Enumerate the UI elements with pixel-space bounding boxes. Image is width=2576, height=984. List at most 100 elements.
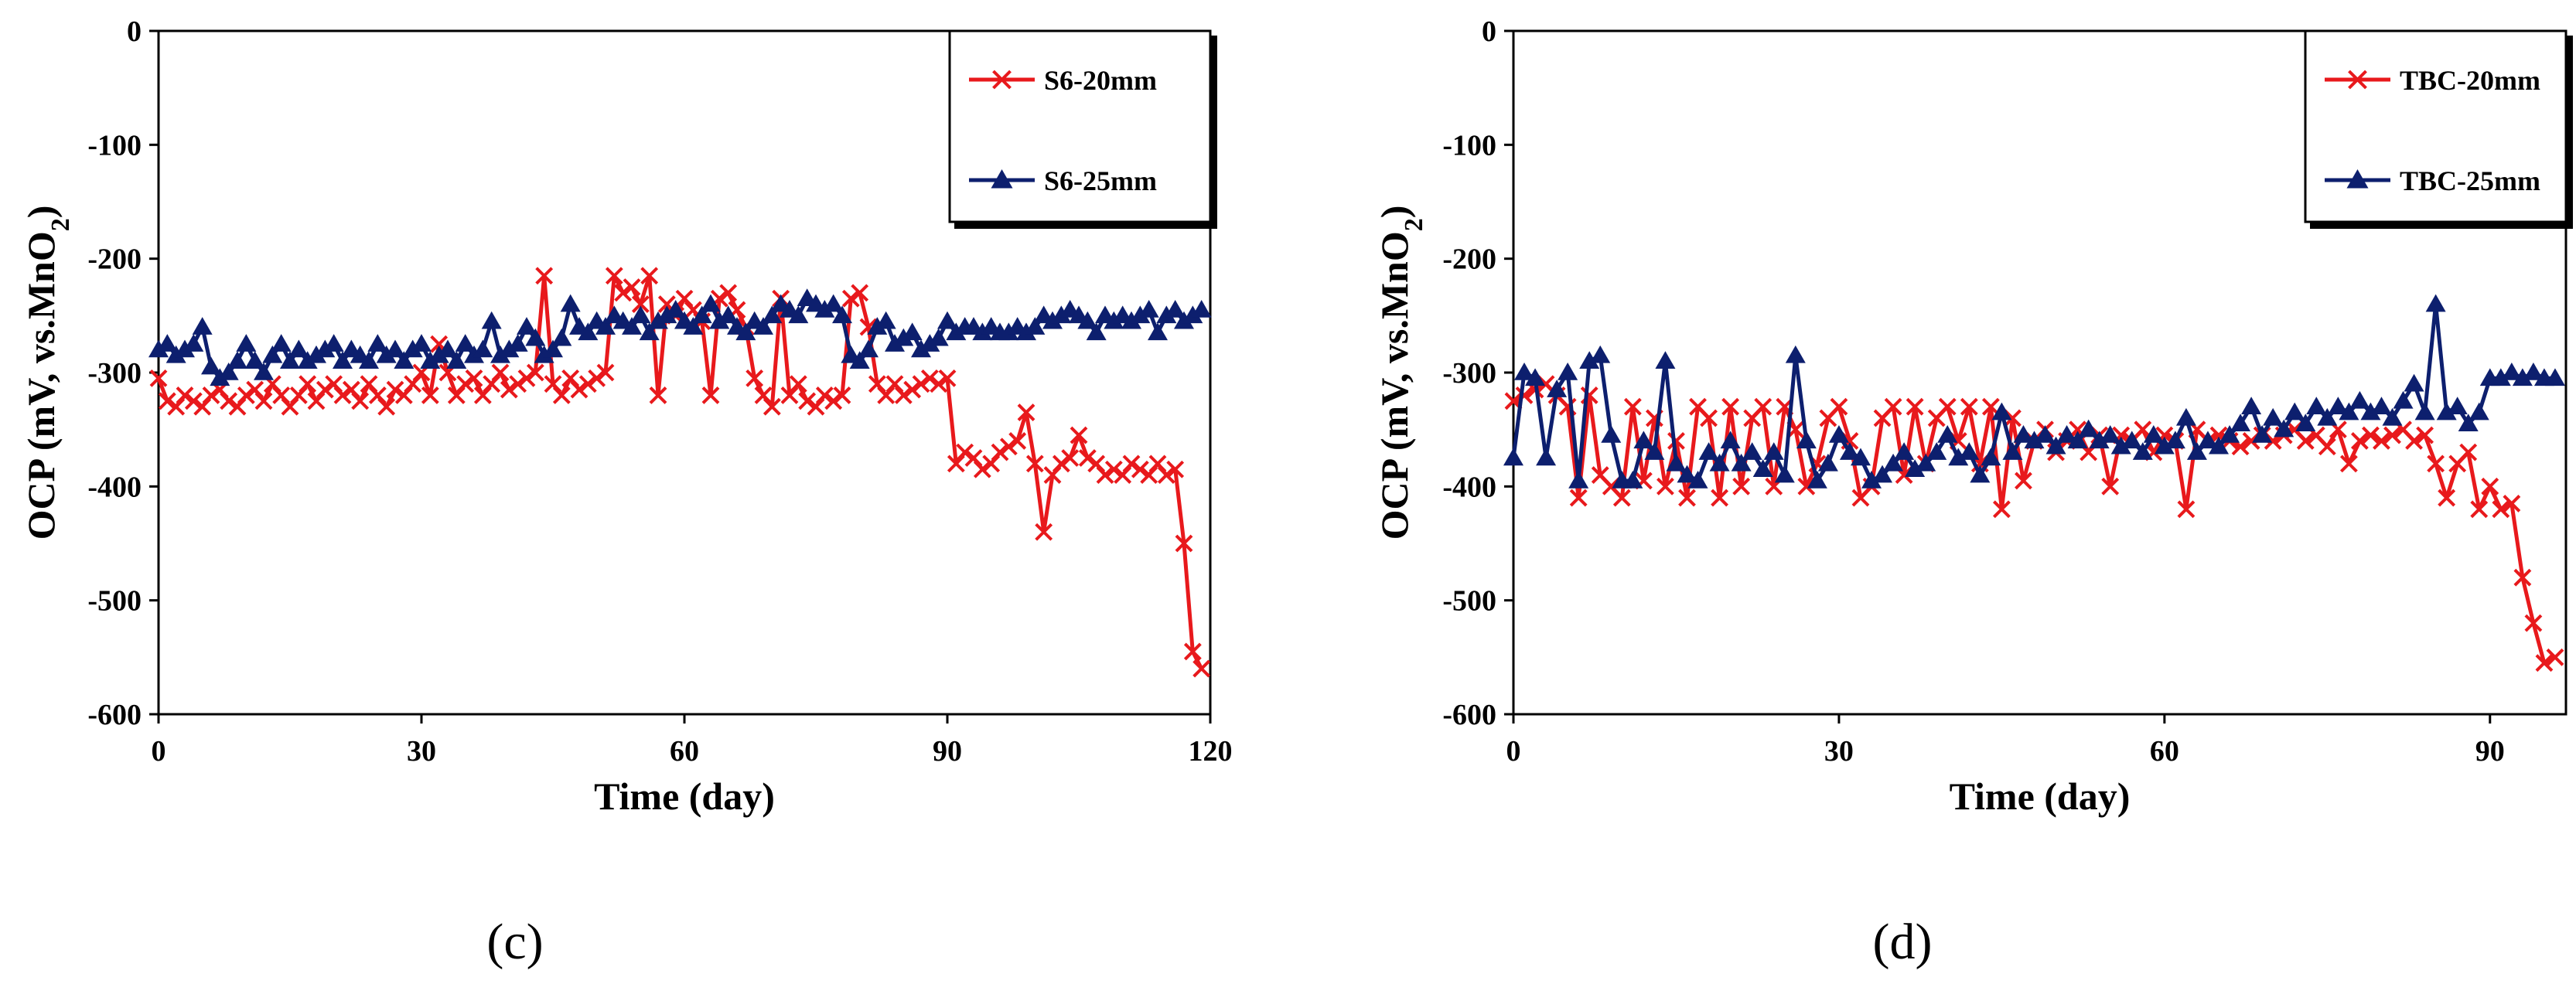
- data-point: [456, 375, 475, 393]
- data-point: [1937, 425, 1958, 443]
- data-point: [2438, 489, 2456, 507]
- data-point: [1622, 470, 1643, 489]
- data-point: [1612, 489, 1631, 507]
- data-point: [1763, 442, 1784, 460]
- data-point: [789, 375, 807, 393]
- legend-marker: [991, 169, 1013, 189]
- data-point: [2383, 426, 2401, 444]
- data-point: [2035, 425, 2056, 443]
- data-point: [1655, 351, 1676, 369]
- data-point: [823, 294, 844, 312]
- data-point: [254, 392, 273, 410]
- data-point: [220, 392, 238, 410]
- data-point: [2459, 443, 2478, 461]
- data-point: [148, 339, 169, 358]
- legend-box: [948, 29, 1212, 223]
- data-point: [1906, 397, 1924, 416]
- data-point: [421, 386, 439, 404]
- data-point: [1121, 311, 1141, 329]
- data-point: [2382, 407, 2403, 426]
- legend-marker: [2346, 169, 2369, 189]
- data-point: [868, 375, 886, 393]
- data-point: [1514, 363, 1535, 380]
- data-point: [1182, 305, 1203, 324]
- data-point: [1175, 534, 1193, 553]
- data-point: [1667, 431, 1685, 450]
- series-line: [156, 274, 1203, 670]
- data-point: [2078, 419, 2099, 438]
- data-point: [973, 460, 991, 478]
- data-point: [2274, 419, 2295, 438]
- data-point: [851, 284, 869, 302]
- data-point: [1687, 470, 1708, 489]
- y-tick-label: -400: [87, 471, 142, 503]
- data-point: [788, 305, 809, 324]
- data-point: [2416, 426, 2434, 444]
- data-point: [157, 334, 178, 352]
- y-tick-label: -500: [87, 585, 142, 618]
- data-point: [814, 299, 835, 318]
- data-point: [1131, 460, 1149, 478]
- data-point: [175, 339, 195, 358]
- y-axis-title-suffix: ): [19, 206, 63, 219]
- data-point: [1166, 460, 1185, 478]
- data-point: [167, 397, 186, 416]
- data-point: [1192, 659, 1211, 678]
- data-point: [1872, 465, 1893, 483]
- data-point: [551, 328, 572, 346]
- data-point: [595, 317, 616, 335]
- data-point: [999, 438, 1018, 456]
- data-point: [2154, 436, 2175, 455]
- legend-label: S6-25mm: [1044, 165, 1157, 196]
- panel-label: (d): [1873, 914, 1933, 970]
- data-point: [2481, 477, 2499, 495]
- data-point: [376, 345, 397, 363]
- data-point: [1926, 442, 1947, 460]
- legend-label: TBC-25mm: [2400, 165, 2540, 196]
- panel-label: (c): [486, 914, 543, 970]
- y-axis-title-subscript: 2: [1400, 218, 1428, 231]
- data-point: [849, 351, 870, 369]
- data-point: [2501, 363, 2522, 380]
- y-tick-label: -100: [1442, 129, 1496, 162]
- data-point: [1590, 345, 1611, 363]
- data-point: [1731, 453, 1752, 472]
- data-point: [2544, 368, 2565, 386]
- data-point: [902, 322, 923, 341]
- data-point: [596, 363, 615, 382]
- data-point: [2101, 477, 2120, 495]
- data-point: [544, 375, 562, 393]
- data-point: [201, 356, 221, 375]
- data-point: [2002, 442, 2023, 460]
- data-point: [798, 392, 817, 410]
- data-point: [2524, 614, 2543, 632]
- data-point: [1839, 442, 1860, 460]
- data-point: [911, 339, 931, 358]
- data-point: [1700, 409, 1718, 427]
- data-point: [2056, 425, 2077, 443]
- data-point: [237, 386, 255, 404]
- data-point: [1828, 425, 1849, 443]
- data-point: [517, 369, 536, 387]
- data-point: [2230, 414, 2251, 432]
- data-point: [2013, 425, 2034, 443]
- data-point: [1547, 380, 1568, 397]
- data-point: [394, 351, 415, 369]
- data-point: [1503, 448, 1523, 466]
- data-point: [2393, 390, 2414, 409]
- data-point: [1970, 465, 1991, 483]
- series-S6-20mm: [149, 267, 1211, 678]
- data-point: [1774, 465, 1795, 483]
- data-point: [2405, 431, 2423, 450]
- data-point: [1732, 477, 1751, 495]
- data-point: [2197, 431, 2218, 449]
- data-point: [1156, 305, 1177, 324]
- data-point: [1043, 466, 1062, 485]
- data-point: [228, 397, 247, 416]
- data-point: [2349, 390, 2370, 409]
- data-point: [385, 339, 405, 358]
- data-point: [920, 334, 940, 352]
- data-point: [2241, 397, 2262, 414]
- y-tick-label: 0: [1482, 15, 1496, 48]
- data-point: [763, 397, 781, 416]
